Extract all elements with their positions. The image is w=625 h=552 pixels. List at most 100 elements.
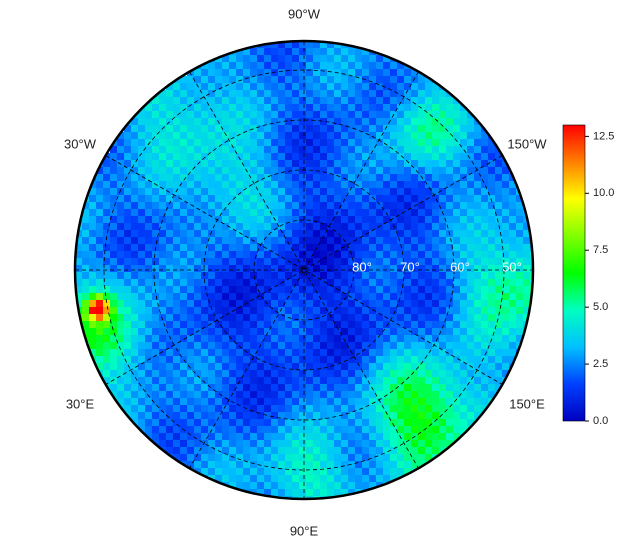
field-cell [348, 370, 355, 377]
field-cell [313, 272, 320, 279]
field-cell [131, 272, 138, 279]
field-cell [327, 90, 334, 97]
field-cell [369, 251, 376, 258]
field-cell [341, 391, 348, 398]
field-cell [327, 69, 334, 76]
field-cell [229, 251, 236, 258]
field-cell [110, 279, 117, 286]
field-cell [257, 181, 264, 188]
field-cell [376, 195, 383, 202]
field-cell [215, 181, 222, 188]
field-cell [201, 426, 208, 433]
field-cell [355, 188, 362, 195]
field-cell [390, 489, 397, 496]
field-cell [236, 433, 243, 440]
field-cell [306, 300, 313, 307]
field-cell [201, 412, 208, 419]
field-cell [278, 384, 285, 391]
field-cell [376, 244, 383, 251]
field-cell [145, 307, 152, 314]
field-cell [285, 468, 292, 475]
field-cell [439, 293, 446, 300]
field-cell [313, 188, 320, 195]
field-cell [299, 90, 306, 97]
field-cell [348, 475, 355, 482]
field-cell [299, 307, 306, 314]
field-cell [369, 83, 376, 90]
field-cell [460, 244, 467, 251]
field-cell [180, 321, 187, 328]
field-cell [264, 153, 271, 160]
field-cell [348, 62, 355, 69]
field-cell [75, 293, 82, 300]
field-cell [467, 160, 474, 167]
field-cell [278, 97, 285, 104]
field-cell [138, 216, 145, 223]
field-cell [180, 160, 187, 167]
field-cell [460, 202, 467, 209]
field-cell [474, 363, 481, 370]
field-cell [166, 209, 173, 216]
field-cell [166, 384, 173, 391]
field-cell [509, 237, 516, 244]
field-cell [229, 279, 236, 286]
field-cell [264, 209, 271, 216]
field-cell [411, 237, 418, 244]
field-cell [208, 216, 215, 223]
field-cell [327, 412, 334, 419]
field-cell [425, 139, 432, 146]
field-cell [236, 377, 243, 384]
field-cell [180, 125, 187, 132]
field-cell [187, 69, 194, 76]
field-cell [236, 153, 243, 160]
field-cell [208, 412, 215, 419]
field-cell [110, 237, 117, 244]
field-cell [341, 398, 348, 405]
field-cell [341, 167, 348, 174]
field-cell [474, 370, 481, 377]
field-cell [313, 279, 320, 286]
field-cell [257, 321, 264, 328]
field-cell [320, 69, 327, 76]
field-cell [271, 391, 278, 398]
field-cell [313, 461, 320, 468]
field-cell [173, 244, 180, 251]
field-cell [348, 321, 355, 328]
field-cell [453, 251, 460, 258]
field-cell [432, 447, 439, 454]
field-cell [425, 90, 432, 97]
field-cell [208, 321, 215, 328]
field-cell [96, 314, 103, 321]
field-cell [299, 377, 306, 384]
field-cell [257, 132, 264, 139]
field-cell [103, 370, 110, 377]
field-cell [257, 433, 264, 440]
field-cell [117, 391, 124, 398]
field-cell [404, 167, 411, 174]
field-cell [208, 265, 215, 272]
field-cell [355, 349, 362, 356]
field-cell [187, 104, 194, 111]
field-cell [341, 160, 348, 167]
field-cell [166, 139, 173, 146]
field-cell [334, 328, 341, 335]
field-cell [355, 202, 362, 209]
field-cell [453, 391, 460, 398]
field-cell [250, 202, 257, 209]
field-cell [390, 279, 397, 286]
field-cell [250, 188, 257, 195]
field-cell [117, 202, 124, 209]
field-cell [509, 293, 516, 300]
field-cell [96, 321, 103, 328]
field-cell [348, 167, 355, 174]
field-cell [460, 440, 467, 447]
field-cell [432, 363, 439, 370]
field-cell [278, 62, 285, 69]
field-cell [194, 167, 201, 174]
field-cell [208, 433, 215, 440]
field-cell [201, 244, 208, 251]
field-cell [327, 153, 334, 160]
field-cell [502, 195, 509, 202]
field-cell [369, 496, 376, 499]
field-cell [481, 349, 488, 356]
